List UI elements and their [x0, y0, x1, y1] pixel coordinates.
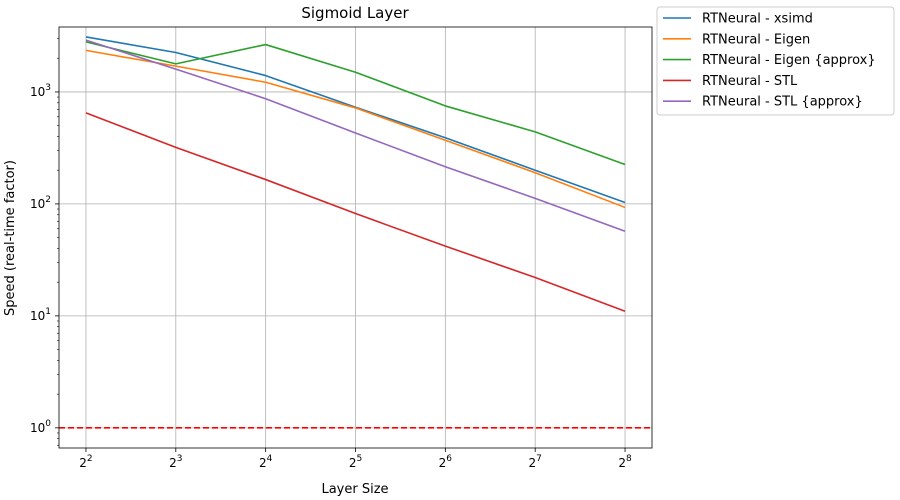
- series-line-rtneural-eigen: [85, 49, 626, 209]
- y-tick-label: 102: [30, 195, 51, 211]
- x-axis-label: Layer Size: [321, 482, 388, 497]
- legend: RTNeural - xsimd RTNeural - Eigen RTNeural…: [656, 6, 895, 116]
- series-line-rtneural-stl-approx: [85, 39, 626, 232]
- x-tick-label: 22: [79, 454, 92, 470]
- legend-entry-label: RTNeural - STL: [702, 74, 798, 89]
- chart-title: Sigmoid Layer: [301, 4, 409, 22]
- y-axis-label: Speed (real-time factor): [3, 160, 18, 316]
- series-line-rtneural-stl: [85, 112, 626, 312]
- y-tick-label: 103: [30, 83, 51, 99]
- x-tick-label: 23: [169, 454, 182, 470]
- x-tick-label: 27: [529, 454, 542, 470]
- legend-box: [656, 6, 895, 116]
- x-tick-label: 25: [349, 454, 362, 470]
- grid: [59, 27, 652, 448]
- series-lines: [85, 36, 626, 312]
- y-tick-label: 101: [30, 307, 51, 323]
- x-tick-label: 26: [439, 454, 453, 470]
- legend-entry-label: RTNeural - Eigen {approx}: [702, 53, 876, 68]
- x-axis-ticks: 22 23 24 25 26 27 28: [79, 448, 632, 470]
- legend-entry-label: RTNeural - STL {approx}: [702, 95, 863, 110]
- legend-entry-label: RTNeural - xsimd: [702, 12, 813, 27]
- x-tick-label: 24: [259, 454, 273, 470]
- y-axis-ticks: 100 101 102 103: [30, 38, 59, 446]
- y-tick-label: 100: [30, 419, 51, 435]
- legend-entry-label: RTNeural - Eigen: [702, 32, 810, 47]
- series-line-rtneural-eigen-approx: [85, 41, 626, 166]
- x-tick-label: 28: [618, 454, 632, 470]
